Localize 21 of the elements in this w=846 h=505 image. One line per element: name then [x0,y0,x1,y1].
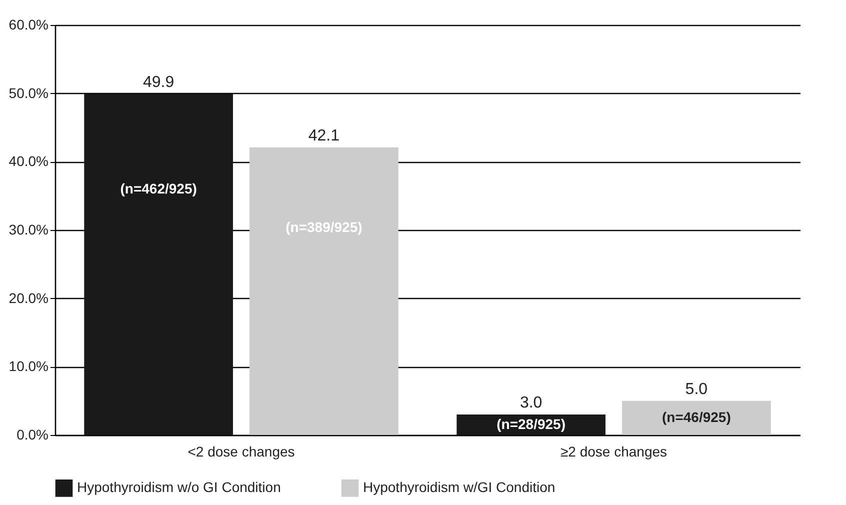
y-tick-label: 0.0% [16,426,48,442]
y-tick-label: 60.0% [8,16,48,32]
legend-label: Hypothyroidism w/o GI Condition [77,479,281,496]
annotation: (n=28/925) [496,416,566,432]
bar [622,400,771,435]
y-tick-label: 50.0% [8,84,48,101]
y-tick-label: 20.0% [8,290,48,306]
data-label: 42.1 [308,127,340,144]
data-label: 3.0 [520,394,542,412]
bar [250,147,398,435]
legend-label: Hypothyroidism w/GI Condition [363,479,556,496]
x-tick-label: ≥2 dose changes [560,444,668,460]
y-tick-label: 30.0% [8,222,48,238]
x-tick-label: <2 dose changes [188,444,295,460]
y-tick-label: 40.0% [8,153,48,170]
annotation: (n=462/925) [120,180,197,196]
y-tick-label: 10.0% [8,358,48,374]
data-label: 5.0 [685,380,708,398]
bar [84,94,233,435]
data-label: 49.9 [143,74,174,92]
annotation: (n=46/925) [662,408,731,425]
